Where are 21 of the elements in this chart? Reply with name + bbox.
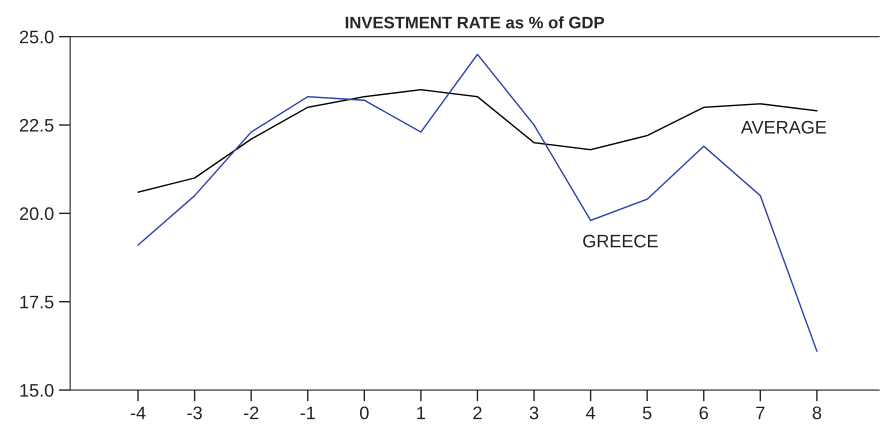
series-label: GREECE (583, 234, 658, 248)
x-tick-label: 0 (360, 406, 369, 420)
x-tick-label: 8 (812, 406, 822, 420)
x-tick-label: 4 (586, 406, 596, 420)
x-tick-label: 1 (417, 406, 426, 420)
y-tick-label: 20.0 (20, 207, 54, 220)
series-label: AVERAGE (740, 120, 826, 134)
x-tick-label: 5 (642, 406, 652, 420)
y-tick-label: 17.5 (20, 296, 54, 308)
x-tick-label: 2 (473, 406, 482, 420)
chart-title: INVESTMENT RATE as % of GDP (346, 16, 604, 28)
x-tick-label: -4 (130, 406, 146, 420)
x-tick-label: 3 (530, 406, 538, 420)
x-tick-label: 6 (700, 406, 708, 420)
x-tick-label: 7 (756, 406, 764, 420)
y-tick-label: 22.5 (20, 118, 54, 132)
x-tick-label: -2 (244, 406, 258, 420)
y-tick-label: 15.0 (20, 384, 54, 397)
x-tick-label: -1 (300, 406, 315, 420)
x-tick-label: -3 (187, 406, 202, 420)
y-tick-label: 25.0 (20, 30, 54, 44)
